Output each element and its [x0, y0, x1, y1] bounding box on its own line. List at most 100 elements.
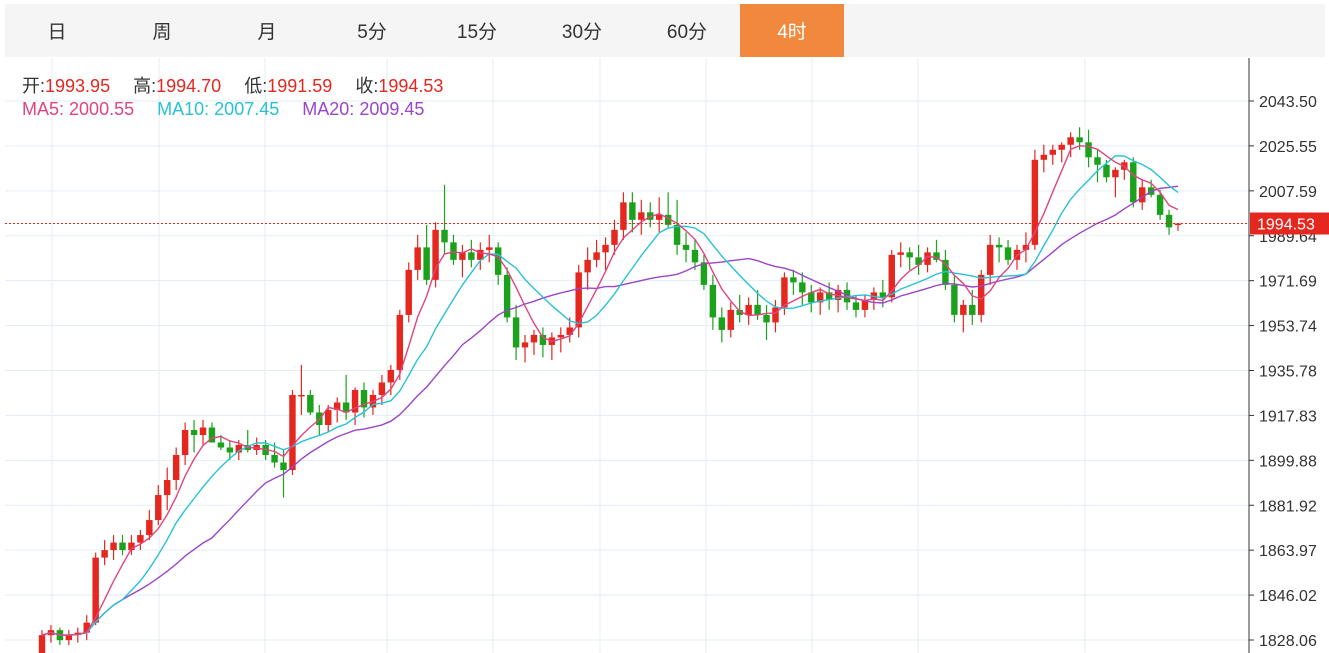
y-tick-label: 1828.06	[1259, 633, 1317, 650]
candle-body	[638, 212, 645, 220]
close-label: 收:	[355, 76, 379, 96]
candles-layer	[38, 127, 1182, 653]
last-price-badge	[1250, 212, 1329, 235]
candle-body	[1076, 137, 1083, 143]
candle-body	[977, 274, 985, 315]
candle-body	[512, 317, 520, 348]
ma-info: MA5: 2000.55 MA10: 2007.45 MA20: 2009.45	[22, 99, 424, 120]
tab-day[interactable]: 日	[5, 4, 109, 57]
tab-week[interactable]: 周	[110, 4, 214, 57]
candle-body	[593, 252, 600, 260]
close-value: 1994.53	[378, 76, 444, 96]
candle-body	[629, 202, 636, 220]
candle-body	[1067, 137, 1074, 145]
tab-60min[interactable]: 60分	[635, 4, 739, 57]
candle-body	[468, 252, 475, 260]
candle-body	[298, 394, 305, 397]
candle-body	[682, 244, 690, 250]
candle-body	[1156, 194, 1164, 215]
candle-body	[128, 542, 135, 551]
candle-body	[825, 292, 833, 300]
tab-15min[interactable]: 15分	[425, 4, 529, 57]
y-tick-label: 1953.74	[1259, 319, 1317, 336]
candle-body	[450, 242, 457, 260]
candle-body	[441, 229, 448, 243]
candle-body	[763, 314, 770, 323]
last-price-label: 1994.53	[1257, 217, 1315, 234]
candle-body	[691, 249, 699, 263]
y-tick-label: 1863.97	[1259, 543, 1317, 560]
candle-body	[342, 402, 350, 413]
candle-body	[190, 429, 198, 435]
candle-body	[1094, 157, 1101, 165]
low-value: 1991.59	[267, 76, 333, 96]
candle-body	[745, 304, 752, 315]
ma5-value: 2000.55	[69, 99, 135, 119]
candle-body	[664, 214, 672, 225]
tab-30min[interactable]: 30分	[530, 4, 634, 57]
tab-month[interactable]: 月	[215, 4, 319, 57]
candle-body	[655, 214, 663, 220]
candle-body	[226, 447, 234, 453]
ma10-value: 2007.45	[214, 99, 280, 119]
ma10-label: MA10:	[157, 99, 210, 119]
candle-body	[620, 202, 627, 230]
candle-body	[217, 442, 225, 448]
candle-body	[1130, 162, 1137, 203]
candle-body	[602, 244, 609, 253]
candle-body	[915, 257, 922, 265]
candle-body	[951, 284, 958, 315]
ma5-line	[41, 145, 1179, 636]
candle-body	[155, 495, 162, 521]
candle-body	[280, 462, 287, 471]
candle-body	[852, 302, 860, 310]
tab-5min[interactable]: 5分	[320, 4, 424, 57]
y-axis: 2043.502025.552007.591989.641971.691953.…	[1248, 58, 1317, 653]
ma10-line	[41, 155, 1179, 636]
candle-body	[879, 292, 887, 298]
candle-body	[924, 252, 931, 265]
candle-body	[119, 542, 126, 551]
candle-body	[843, 289, 851, 303]
ohlc-info: 开:1993.95 高:1994.70 低:1991.59 收:1994.53	[22, 72, 461, 98]
candle-body	[790, 277, 797, 283]
open-label: 开:	[22, 76, 46, 96]
candle-body	[986, 244, 994, 275]
high-label: 高:	[133, 76, 157, 96]
candle-body	[969, 304, 976, 315]
y-tick-label: 1917.83	[1259, 408, 1317, 425]
candle-body	[235, 445, 243, 453]
ma20-label: MA20:	[302, 99, 355, 119]
candle-body	[325, 409, 332, 425]
candle-body	[530, 334, 538, 343]
candle-body	[673, 224, 681, 245]
candle-body	[575, 272, 582, 328]
candle-body	[414, 247, 421, 270]
candle-body	[995, 244, 1003, 248]
candle-body	[65, 635, 73, 641]
candle-body	[1085, 142, 1092, 158]
candle-body	[199, 427, 207, 435]
tab-4hour[interactable]: 4时	[740, 4, 844, 57]
candle-body	[1103, 164, 1110, 178]
candle-body	[611, 229, 618, 245]
last-price-layer: 1994.53	[5, 212, 1329, 235]
candle-body	[736, 309, 743, 315]
candle-body	[906, 252, 913, 258]
candle-body	[38, 635, 46, 653]
candle-body	[718, 317, 726, 330]
candle-body	[781, 277, 788, 308]
candle-body	[459, 252, 466, 260]
candle-body	[387, 369, 395, 383]
candle-body	[1049, 149, 1056, 155]
candle-body	[1031, 159, 1039, 245]
candle-body	[423, 247, 430, 280]
ma-lines-layer	[41, 145, 1179, 636]
candle-body	[700, 262, 708, 285]
candle-body	[566, 327, 573, 335]
candle-body	[897, 252, 904, 255]
low-label: 低:	[244, 76, 268, 96]
chart-grid	[5, 58, 1249, 653]
candle-body	[271, 455, 278, 463]
y-tick-label: 2043.50	[1259, 94, 1317, 111]
